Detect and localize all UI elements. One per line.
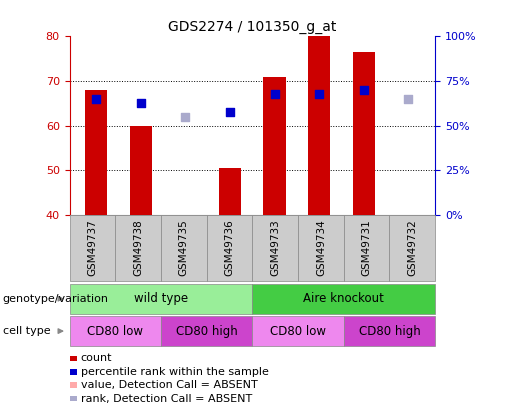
Text: GSM49736: GSM49736	[225, 220, 234, 277]
Text: GSM49738: GSM49738	[133, 220, 143, 277]
Bar	[130, 126, 152, 215]
Text: count: count	[81, 354, 112, 363]
Bar	[353, 52, 375, 215]
Bar	[308, 36, 331, 215]
Text: GSM49735: GSM49735	[179, 220, 189, 277]
Text: cell type: cell type	[3, 326, 50, 336]
Point	[359, 87, 368, 93]
Text: percentile rank within the sample: percentile rank within the sample	[81, 367, 269, 377]
Point	[270, 91, 279, 98]
Point	[404, 96, 413, 102]
Text: CD80 low: CD80 low	[270, 324, 326, 338]
Point	[181, 113, 190, 120]
Text: wild type: wild type	[134, 292, 188, 305]
Text: CD80 low: CD80 low	[87, 324, 143, 338]
Text: rank, Detection Call = ABSENT: rank, Detection Call = ABSENT	[81, 394, 252, 403]
Bar	[85, 90, 108, 215]
Point	[92, 96, 100, 102]
Text: GSM49734: GSM49734	[316, 220, 326, 277]
Text: GSM49733: GSM49733	[270, 220, 280, 277]
Text: GSM49731: GSM49731	[362, 220, 372, 277]
Bar	[219, 168, 241, 215]
Point	[226, 109, 234, 115]
Bar	[264, 77, 286, 215]
Text: value, Detection Call = ABSENT: value, Detection Call = ABSENT	[81, 380, 258, 390]
Point	[315, 91, 323, 98]
Text: CD80 high: CD80 high	[358, 324, 420, 338]
Text: CD80 high: CD80 high	[176, 324, 237, 338]
Text: GSM49737: GSM49737	[88, 220, 97, 277]
Text: genotype/variation: genotype/variation	[3, 294, 109, 304]
Text: GSM49732: GSM49732	[407, 220, 417, 277]
Title: GDS2274 / 101350_g_at: GDS2274 / 101350_g_at	[168, 20, 336, 34]
Point	[137, 100, 145, 107]
Text: Aire knockout: Aire knockout	[303, 292, 384, 305]
